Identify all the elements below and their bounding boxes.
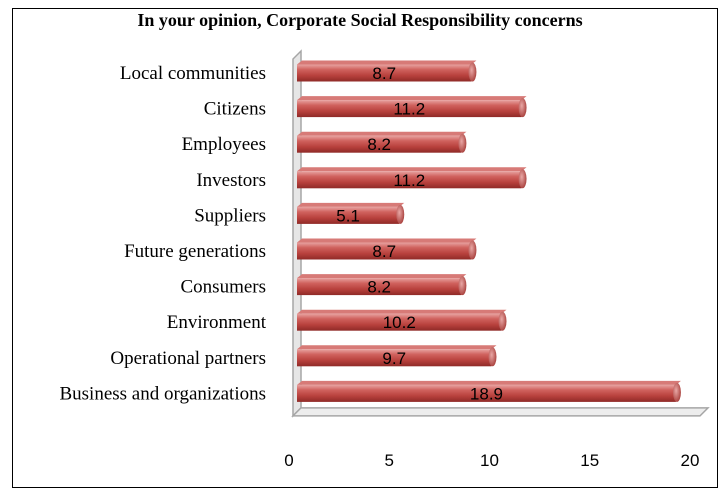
x-tick-label: 20 xyxy=(681,451,700,470)
category-label: Citizens xyxy=(204,99,266,120)
bar-top-face xyxy=(297,309,507,314)
x-tick-label: 15 xyxy=(580,451,599,470)
bar xyxy=(297,96,527,118)
bar-body xyxy=(297,64,472,82)
value-label: 8.7 xyxy=(372,64,396,83)
bar xyxy=(297,274,467,296)
bar-end-cap xyxy=(518,169,527,189)
bar-body xyxy=(297,171,522,189)
bar-top-face xyxy=(297,202,405,207)
bar xyxy=(297,238,477,260)
bar-body xyxy=(297,100,522,118)
bar-end-cap xyxy=(468,240,477,260)
bar-top-face xyxy=(297,60,477,65)
bar xyxy=(297,380,681,402)
bar-body xyxy=(297,206,400,224)
bar-top-face xyxy=(297,167,527,172)
bar xyxy=(297,202,405,224)
bar-top-face xyxy=(297,96,527,101)
bar-end-cap xyxy=(518,98,527,118)
bar xyxy=(297,167,527,189)
category-label: Investors xyxy=(196,170,266,191)
value-label: 8.2 xyxy=(367,278,391,297)
category-label: Consumers xyxy=(181,277,267,298)
bar-top-face xyxy=(297,238,477,243)
bar-chart: 0 5 10 15 20 Local communities 8.7 Citizens 11.2… xyxy=(59,49,710,470)
bar xyxy=(297,345,497,367)
x-tick-label: 10 xyxy=(480,451,499,470)
bar-body xyxy=(297,384,676,402)
value-label: 5.1 xyxy=(336,206,360,225)
bar-end-cap xyxy=(458,133,467,153)
bar xyxy=(297,60,477,82)
bar xyxy=(297,131,467,153)
bar-body xyxy=(297,278,462,296)
bar-body xyxy=(297,313,502,331)
category-label: Business and organizations xyxy=(59,383,266,404)
bar-end-cap xyxy=(672,382,681,402)
x-axis-floor xyxy=(291,407,710,417)
bar-body xyxy=(297,349,492,367)
category-label: Future generations xyxy=(124,241,266,262)
category-label: Local communities xyxy=(120,63,266,84)
bar-body xyxy=(297,242,472,260)
category-label: Suppliers xyxy=(194,205,266,226)
bar-top-face xyxy=(297,345,497,350)
x-tick-label: 0 xyxy=(284,451,293,470)
value-label: 8.7 xyxy=(372,242,396,261)
bar-top-face xyxy=(297,274,467,279)
value-label: 8.2 xyxy=(367,135,391,154)
category-label: Operational partners xyxy=(110,348,266,369)
bar-body xyxy=(297,135,462,153)
labels-layer: 0 5 10 15 20 Local communities 8.7 Citizens 11.2… xyxy=(59,63,699,470)
value-label: 18.9 xyxy=(470,384,503,403)
bar-end-cap xyxy=(458,276,467,296)
category-label: Employees xyxy=(182,134,266,155)
bar-end-cap xyxy=(488,347,497,367)
value-label: 9.7 xyxy=(382,349,406,368)
axis-layer xyxy=(291,49,710,418)
bar-end-cap xyxy=(468,62,477,82)
bar-top-face xyxy=(297,380,681,385)
bars-layer xyxy=(297,60,681,402)
value-label: 11.2 xyxy=(393,171,425,190)
chart-title: In your opinion, Corporate Social Respon… xyxy=(137,10,583,30)
bar-end-cap xyxy=(396,204,405,224)
category-label: Environment xyxy=(167,312,267,333)
bar xyxy=(297,309,507,331)
x-tick-label: 5 xyxy=(385,451,394,470)
bar-end-cap xyxy=(498,311,507,331)
value-label: 11.2 xyxy=(393,100,425,119)
value-label: 10.2 xyxy=(383,313,416,332)
bar-top-face xyxy=(297,131,467,136)
